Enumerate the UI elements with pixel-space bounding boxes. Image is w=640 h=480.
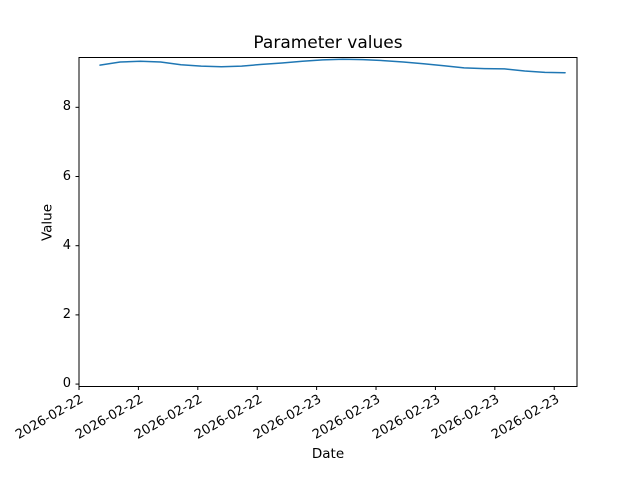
y-tick-label: 6 [62,168,71,184]
y-tick-label: 2 [62,306,71,322]
x-axis-label: Date [311,446,345,462]
y-tick-label: 4 [62,237,71,253]
y-tick-label: 0 [62,376,71,392]
axes-spines [78,57,578,387]
series-line-parameter-values [99,58,566,74]
chart-title: Parameter values [253,33,403,53]
y-tick-label: 8 [62,99,71,115]
